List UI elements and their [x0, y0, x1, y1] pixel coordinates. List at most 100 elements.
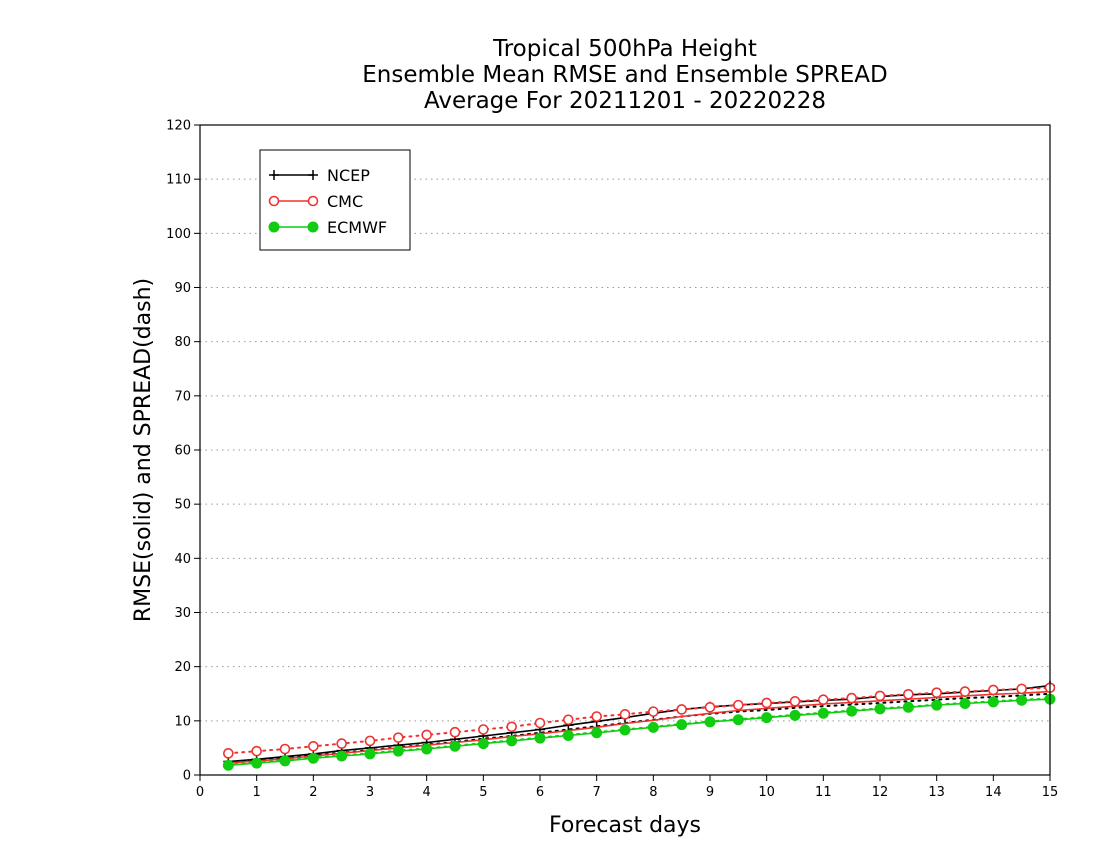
- ecmwf-point: [732, 714, 744, 726]
- ecmwf-point: [902, 701, 914, 713]
- ecmwf-point: [647, 721, 659, 733]
- x-tick-label: 15: [1042, 785, 1059, 800]
- ecmwf-point: [987, 696, 999, 708]
- ecmwf-point: [619, 724, 631, 736]
- ncep-rmse-line: [228, 684, 1051, 763]
- x-tick-label: 7: [593, 785, 601, 800]
- ecmwf-point: [336, 750, 348, 762]
- y-tick-label: 60: [174, 444, 191, 459]
- cmc-point: [733, 699, 744, 711]
- cmc-point: [364, 735, 376, 747]
- cmc-point: [874, 690, 886, 702]
- cmc-point: [251, 745, 262, 757]
- x-tick-label: 13: [928, 785, 945, 800]
- ecmwf-point: [279, 755, 291, 767]
- cmc-point: [421, 729, 432, 741]
- ecmwf-point: [562, 729, 574, 741]
- x-tick-label: 1: [253, 785, 261, 800]
- cmc-point: [1016, 683, 1027, 695]
- cmc-point: [648, 706, 659, 717]
- cmc-point: [506, 721, 517, 733]
- y-tick-label: 100: [166, 227, 191, 242]
- legend-label-ncep: NCEP: [327, 166, 370, 185]
- y-tick-label: 10: [174, 714, 191, 729]
- cmc-point: [308, 740, 319, 752]
- chart-title: Tropical 500hPa Height Ensemble Mean RMS…: [200, 36, 1050, 114]
- ecmwf-rmse-line: [228, 698, 1051, 767]
- y-tick-label: 70: [174, 389, 191, 404]
- x-tick-label: 12: [872, 785, 889, 800]
- ecmwf-point: [676, 719, 688, 731]
- cmc-point: [336, 738, 347, 749]
- legend-label-cmc: CMC: [327, 192, 363, 211]
- cmc-point: [988, 684, 999, 696]
- x-tick-label: 8: [649, 785, 657, 800]
- ecmwf-point: [874, 703, 886, 715]
- ecmwf-point: [421, 743, 433, 755]
- ecmwf-point: [222, 759, 234, 771]
- y-tick-label: 90: [174, 281, 191, 296]
- ecmwf-point: [534, 732, 546, 744]
- y-tick-label: 80: [174, 335, 191, 350]
- y-tick-label: 20: [174, 660, 191, 675]
- cmc-point: [534, 717, 546, 729]
- ecmwf-point: [477, 738, 489, 750]
- legend-marker-ecmwf: [307, 221, 319, 233]
- cmc-point: [704, 701, 716, 713]
- title-line-2: Ensemble Mean RMSE and Ensemble SPREAD: [362, 62, 888, 88]
- ecmwf-point: [817, 707, 829, 719]
- ecmwf-point: [251, 757, 263, 769]
- cmc-point: [449, 726, 461, 738]
- ecmwf-point: [704, 716, 716, 728]
- legend-label-ecmwf: ECMWF: [327, 218, 387, 237]
- cmc-point: [478, 724, 489, 735]
- ecmwf-point: [789, 709, 801, 721]
- cmc-point: [959, 686, 971, 697]
- cmc-point: [619, 709, 631, 720]
- x-tick-label: 6: [536, 785, 544, 800]
- y-tick-label: 50: [174, 498, 191, 513]
- ecmwf-point: [761, 712, 773, 724]
- ecmwf-point: [931, 699, 943, 711]
- cmc-point: [931, 687, 942, 698]
- ecmwf-point: [959, 698, 971, 709]
- cmc-point: [761, 697, 772, 709]
- title-line-3: Average For 20211201 - 20220228: [423, 88, 827, 114]
- cmc-point: [563, 714, 574, 726]
- x-tick-label: 5: [479, 785, 487, 800]
- ecmwf-point: [307, 752, 319, 764]
- cmc-point: [279, 743, 291, 755]
- x-tick-label: 2: [309, 785, 317, 800]
- cmc-point: [818, 694, 829, 706]
- cmc-point: [393, 732, 404, 743]
- x-axis-label: Forecast days: [549, 813, 701, 838]
- y-axis-label: RMSE(solid) and SPREAD(dash): [131, 278, 156, 622]
- series-layer: [222, 680, 1056, 771]
- legend-marker-ecmwf: [268, 221, 280, 233]
- ecmwf-point: [449, 740, 461, 752]
- y-tick-label: 110: [166, 173, 191, 188]
- ecmwf-point: [506, 735, 518, 747]
- legend-box: [259, 149, 411, 251]
- cmc-point: [846, 692, 857, 704]
- y-tick-label: 120: [166, 119, 191, 134]
- grid-lines: [200, 178, 1050, 722]
- x-tick-label: 3: [366, 785, 374, 800]
- cmc-point: [591, 711, 602, 722]
- y-tick-label: 30: [174, 606, 191, 621]
- cmc-point: [676, 704, 687, 715]
- ecmwf-point: [392, 745, 404, 757]
- y-tick-label: 0: [183, 769, 191, 784]
- cmc-point: [223, 748, 234, 759]
- x-tick-label: 9: [706, 785, 714, 800]
- x-tick-label: 0: [196, 785, 204, 800]
- ecmwf-point: [364, 748, 376, 760]
- legend: NCEP CMC ECMWF: [259, 149, 411, 251]
- x-tick-label: 11: [815, 785, 832, 800]
- cmc-point: [789, 696, 801, 707]
- legend-marker-cmc: [268, 195, 280, 207]
- ecmwf-point: [1016, 694, 1028, 706]
- title-line-1: Tropical 500hPa Height: [493, 36, 757, 62]
